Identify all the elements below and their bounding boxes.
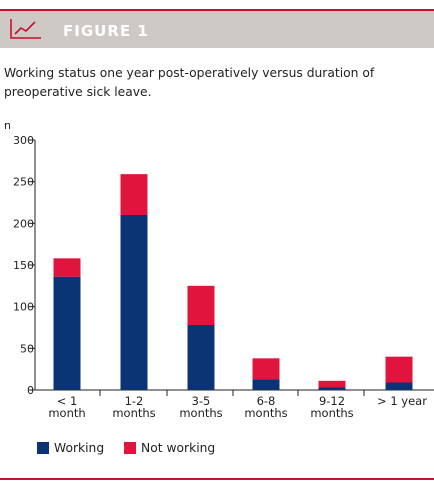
- x-tick-label: 6-8: [257, 394, 276, 408]
- bar-working-3: [252, 379, 280, 390]
- y-tick-label: 200: [13, 217, 34, 230]
- figure-title: FIGURE 1: [63, 22, 149, 40]
- legend-item-working: Working: [37, 441, 104, 455]
- legend-label-working: Working: [54, 441, 105, 455]
- legend-swatch-working: [37, 442, 49, 454]
- bar-not-working-5: [385, 356, 413, 383]
- y-tick-label: 0: [27, 384, 34, 397]
- bottom-accent-rule: [0, 478, 434, 480]
- x-tick-label: 3-5: [192, 394, 211, 408]
- y-tick-label: 250: [13, 176, 34, 189]
- top-accent-rule: [0, 9, 434, 11]
- x-tick-label: months: [310, 406, 353, 420]
- y-tick-label: 150: [13, 259, 34, 272]
- bar-working-0: [53, 276, 81, 390]
- line-chart-icon: [10, 19, 41, 39]
- legend-item-not-working: Not working: [124, 441, 215, 455]
- x-tick-label: month: [48, 406, 85, 420]
- y-tick-label: 100: [13, 301, 34, 314]
- bar-working-1: [120, 215, 148, 390]
- bar-not-working-4: [318, 380, 346, 388]
- bar-not-working-1: [120, 174, 148, 215]
- x-tick-label: months: [112, 406, 155, 420]
- legend-swatch-not-working: [124, 442, 136, 454]
- bar-not-working-0: [53, 258, 81, 277]
- x-tick-label: 1-2: [125, 394, 144, 408]
- y-tick-label: 300: [13, 134, 34, 147]
- figure-header: FIGURE 1: [0, 11, 434, 48]
- x-tick-label: < 1: [57, 394, 78, 408]
- bar-working-5: [385, 382, 413, 390]
- bar-working-2: [187, 325, 215, 390]
- y-axis-label: n: [4, 119, 11, 132]
- x-tick-label: months: [244, 406, 287, 420]
- x-tick-label: > 1 year: [377, 394, 427, 408]
- bar-not-working-3: [252, 358, 280, 380]
- y-tick-label: 50: [20, 342, 34, 355]
- figure-caption: Working status one year post-operatively…: [4, 66, 375, 99]
- bar-not-working-2: [187, 285, 215, 325]
- x-tick-label: months: [179, 406, 222, 420]
- bar-working-4: [318, 387, 346, 390]
- legend-label-not-working: Not working: [141, 441, 216, 455]
- x-tick-label: 9-12: [319, 394, 345, 408]
